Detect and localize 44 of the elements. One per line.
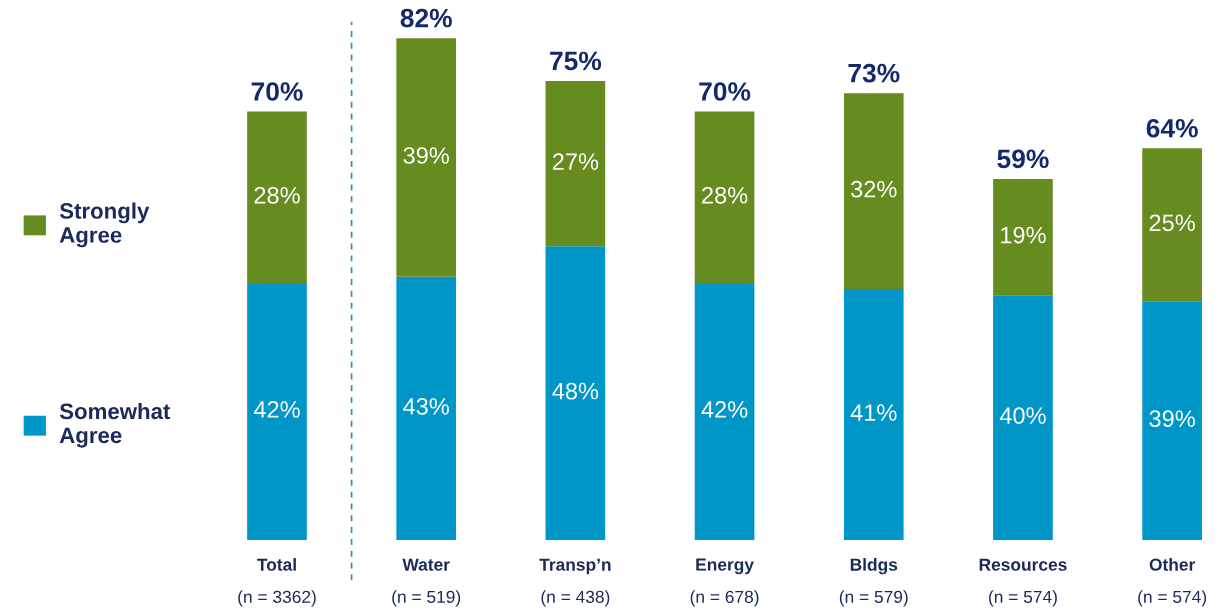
bar [1142, 301, 1202, 540]
data-label: 28% [254, 186, 300, 204]
bar [694, 282, 755, 540]
bar [396, 276, 457, 540]
bar [1142, 148, 1202, 302]
data-label: 48% [552, 382, 599, 400]
bar [396, 38, 457, 277]
bar [545, 246, 606, 540]
data-label: 43% [403, 398, 449, 415]
category-label: Energy (n = 678) [690, 558, 759, 607]
total-label: 64% [1146, 118, 1198, 138]
bar [247, 111, 307, 283]
data-label: 19% [1001, 226, 1046, 244]
bar [247, 282, 307, 540]
legend-label: Somewhat Agree [59, 402, 171, 448]
category-label: Other (n = 574) [1138, 558, 1207, 607]
bar [694, 111, 755, 283]
bar [993, 295, 1053, 540]
total-label: 59% [997, 149, 1049, 169]
legend-label: Strongly Agree [59, 202, 150, 248]
total-label: 70% [251, 82, 303, 101]
bar [993, 178, 1053, 296]
total-label: 82% [400, 8, 452, 28]
data-label: 32% [851, 180, 897, 198]
bar [843, 289, 904, 540]
data-label: 39% [403, 147, 449, 164]
category-label: Bldgs (n = 579) [839, 558, 908, 607]
data-label: 41% [850, 404, 897, 421]
bar [545, 81, 606, 247]
category-label: Water (n = 519) [392, 558, 461, 607]
total-label: 73% [848, 63, 900, 83]
category-label: Total (n = 3362) [238, 558, 316, 607]
total-label: 75% [550, 51, 602, 71]
data-label: 42% [253, 401, 300, 418]
data-label: 39% [1149, 410, 1195, 427]
data-label: 40% [999, 407, 1046, 424]
data-label: 28% [702, 186, 748, 204]
data-label: 27% [552, 153, 599, 170]
category-label: Transp’n (n = 438) [539, 558, 611, 607]
category-label: Resources (n = 574) [979, 558, 1067, 607]
data-label: 25% [1149, 214, 1195, 232]
total-label: 70% [699, 82, 751, 101]
data-label: 42% [701, 401, 748, 418]
bar [843, 93, 904, 290]
